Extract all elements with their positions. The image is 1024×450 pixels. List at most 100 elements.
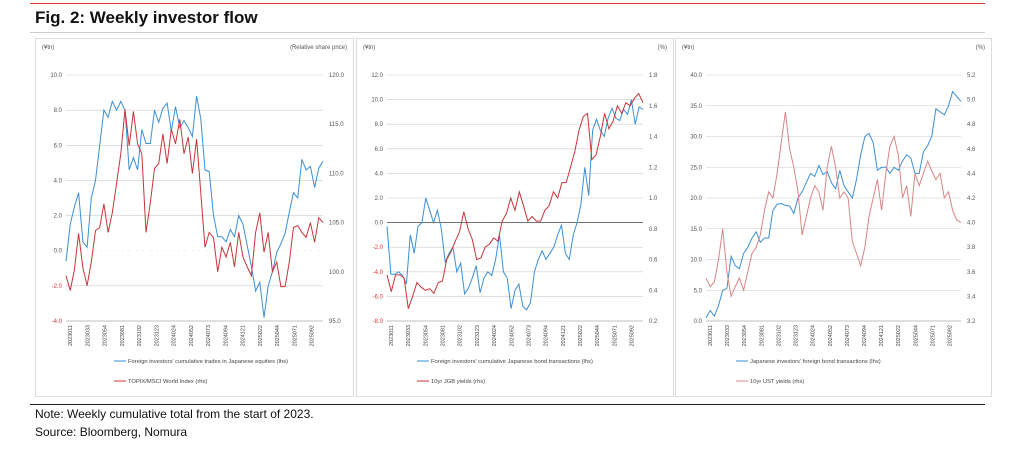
x-tick-label: 2023011 <box>68 325 74 346</box>
lhs-unit-label: (¥tn) <box>682 45 694 51</box>
y-tick-label: 4.0 <box>375 171 384 177</box>
legend-label: Japanese investors' foreign bond transac… <box>750 359 881 365</box>
x-tick-label: 2023054 <box>423 325 429 346</box>
x-tick-label: 2024052 <box>828 325 834 346</box>
x-tick-label: 2023033 <box>85 325 91 346</box>
y2-tick-label: 4.0 <box>967 221 976 227</box>
lhs-unit-label: (¥tn) <box>363 45 375 51</box>
y-tick-label: 40.0 <box>690 73 702 79</box>
y-tick-label: 8.0 <box>375 122 384 128</box>
y-tick-label: 0.0 <box>694 319 703 325</box>
y2-tick-label: 115.0 <box>329 122 344 128</box>
x-tick-label: 2025044 <box>595 325 601 346</box>
y-tick-label: 20.0 <box>690 196 702 202</box>
series-line-lhs <box>386 99 644 311</box>
x-tick-label: 2024073 <box>845 325 851 346</box>
y2-tick-label: 0.6 <box>649 258 658 264</box>
y2-tick-label: 3.6 <box>967 270 976 276</box>
x-tick-label: 2024024 <box>811 325 817 346</box>
legend-label: 10yr JGB yields (rhs) <box>431 379 485 385</box>
y-tick-label: 25.0 <box>690 165 702 171</box>
legend-label: Foreign investors' cumulative Japanese b… <box>431 359 593 365</box>
y-tick-label: 2.0 <box>375 196 384 202</box>
y-tick-label: 6.0 <box>375 147 384 153</box>
x-tick-label: 2024094 <box>223 325 229 346</box>
x-tick-label: 2024052 <box>509 325 515 346</box>
x-tick-label: 2023011 <box>389 325 395 346</box>
series-line-rhs <box>386 92 644 309</box>
legend-label: 10yr UST yields (rhs) <box>750 379 804 385</box>
x-tick-label: 2023054 <box>103 325 109 346</box>
x-tick-label: 2025092 <box>630 325 636 346</box>
series-line-lhs <box>65 96 324 318</box>
foreign-bond-chart: (¥tn) (%) 0.0 5.0 10.0 15.0 20.0 25.0 30.0 35.0 40… <box>682 45 985 385</box>
y2-tick-label: 4.6 <box>967 147 976 153</box>
x-tick-label: 2024024 <box>492 325 498 346</box>
x-tick-label: 2023102 <box>776 325 782 346</box>
x-tick-label: 2023081 <box>759 325 765 346</box>
y2-tick-label: 5.0 <box>967 98 976 104</box>
x-tick-label: 2024073 <box>206 325 212 346</box>
equities-chart: (¥tn) (Relative share price) -4.0 -2.0 0.0 2.… <box>42 45 347 385</box>
y-tick-label: 8.0 <box>54 108 63 114</box>
y-tick-label: -2.0 <box>52 284 63 290</box>
x-tick-label: 2023081 <box>120 325 126 346</box>
y-tick-label: 12.0 <box>371 73 383 79</box>
x-tick-label: 2024094 <box>862 325 868 346</box>
y-tick-label: -4.0 <box>373 270 384 276</box>
y2-tick-label: 3.2 <box>967 319 976 325</box>
y-tick-label: 5.0 <box>694 288 703 294</box>
x-tick-label: 2025071 <box>292 325 298 346</box>
y-tick-label: 6.0 <box>54 143 63 149</box>
y2-tick-label: 105.0 <box>329 221 345 227</box>
y2-tick-label: 120.0 <box>329 73 345 79</box>
note-text: Note: Weekly cumulative total from the s… <box>35 407 314 421</box>
x-tick-label: 2025092 <box>310 325 316 346</box>
y2-tick-label: 0.8 <box>649 227 658 233</box>
y2-tick-label: 1.2 <box>649 165 658 171</box>
source-text: Source: Bloomberg, Nomura <box>35 425 188 439</box>
figure-title: Fig. 2: Weekly investor flow <box>35 8 258 27</box>
x-tick-label: 2023033 <box>725 325 731 346</box>
x-tick-label: 2024121 <box>879 325 885 346</box>
y-tick-label: 30.0 <box>690 135 702 141</box>
y2-tick-label: 3.4 <box>967 294 976 300</box>
y2-tick-label: 3.8 <box>967 245 976 251</box>
y2-tick-label: 110.0 <box>329 171 344 177</box>
legend-label: Foreign investors' cumulative trades in … <box>128 359 288 365</box>
x-tick-label: 2024121 <box>241 325 247 346</box>
x-tick-label: 2024024 <box>172 325 178 346</box>
y-tick-label: -8.0 <box>373 319 384 325</box>
y2-tick-label: 1.8 <box>649 73 658 79</box>
jgb-chart: (¥tn) (%) -8.0 -6.0 -4.0 -2.0 0.0 2.0 4.0 6.0 8.0 1… <box>363 45 667 385</box>
y-tick-label: 0.0 <box>54 249 63 255</box>
series-line-rhs <box>705 111 962 299</box>
y-tick-label: -6.0 <box>373 294 384 300</box>
legend-label: TOPIX/MSCI World Index (rhs) <box>128 379 207 385</box>
x-tick-label: 2024094 <box>544 325 550 346</box>
x-tick-label: 2025071 <box>930 325 936 346</box>
y2-tick-label: 0.4 <box>649 288 658 294</box>
x-tick-label: 2025071 <box>612 325 618 346</box>
x-tick-label: 2023123 <box>794 325 800 346</box>
x-tick-label: 2024052 <box>189 325 195 346</box>
y2-tick-label: 1.4 <box>649 135 658 141</box>
equities-chart-panel: (¥tn) (Relative share price) -4.0 -2.0 0.0 2.… <box>35 38 354 397</box>
x-tick-label: 2023102 <box>137 325 143 346</box>
jgb-chart-panel: (¥tn) (%) -8.0 -6.0 -4.0 -2.0 0.0 2.0 4.0 6.0 8.0 1… <box>356 38 674 397</box>
y2-tick-label: 4.4 <box>967 171 976 177</box>
y-tick-label: 15.0 <box>690 227 702 233</box>
y2-tick-label: 5.2 <box>967 73 976 79</box>
y2-tick-label: 100.0 <box>329 270 345 276</box>
x-tick-label: 2023081 <box>441 325 447 346</box>
x-tick-label: 2025022 <box>258 325 264 346</box>
y-tick-label: 10.0 <box>50 73 62 79</box>
x-tick-label: 2025022 <box>578 325 584 346</box>
bottom-rule <box>30 404 985 405</box>
y-tick-label: -2.0 <box>373 245 384 251</box>
foreign-bond-chart-panel: (¥tn) (%) 0.0 5.0 10.0 15.0 20.0 25.0 30.0 35.0 40… <box>675 38 992 397</box>
series-line-rhs <box>65 109 324 291</box>
rhs-unit-label: (Relative share price) <box>290 45 347 51</box>
y2-tick-label: 95.0 <box>329 319 341 325</box>
x-tick-label: 2024121 <box>561 325 567 346</box>
